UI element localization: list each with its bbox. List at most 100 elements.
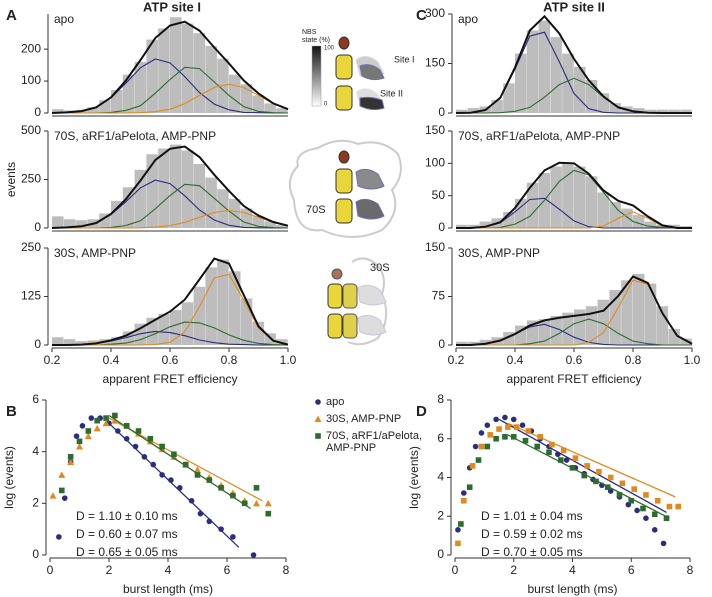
- point: [241, 500, 248, 507]
- domain: [338, 36, 350, 50]
- point: [218, 485, 224, 491]
- point: [230, 534, 236, 540]
- ribosome-outline: [288, 139, 402, 238]
- domain: [355, 168, 385, 190]
- x-tick-label: 0: [47, 563, 54, 577]
- histogram-bar: [515, 198, 527, 228]
- point: [651, 527, 658, 533]
- y-tick-label: 125: [21, 289, 41, 303]
- histogram-bar: [181, 302, 194, 345]
- legend-entry: apo: [326, 396, 344, 408]
- point: [171, 451, 177, 458]
- x-tick-label: 0.6: [566, 353, 583, 367]
- point: [182, 461, 189, 468]
- point: [628, 497, 635, 504]
- panel-title: 30S, AMP-PNP: [54, 246, 136, 260]
- point: [461, 497, 467, 504]
- histogram-bar: [550, 166, 562, 228]
- point: [478, 443, 485, 450]
- histogram-bar: [134, 61, 147, 113]
- domain: [357, 284, 387, 306]
- x-tick-label: 4: [569, 563, 576, 577]
- histogram-bar: [597, 299, 610, 345]
- y-tick-label: 0: [32, 547, 39, 561]
- histogram-bar: [252, 95, 265, 113]
- point: [493, 435, 499, 442]
- y-tick-label: 0: [437, 547, 444, 561]
- panel-label: D: [416, 403, 427, 420]
- chart: 0 2 4 6 0 2 4 6 8 burst length (ms) log (events) ap…: [2, 392, 423, 596]
- domain: [335, 85, 353, 111]
- histogram-bar: [574, 309, 586, 345]
- point: [487, 432, 494, 438]
- histogram-bar: [609, 202, 621, 228]
- point: [643, 492, 649, 498]
- fit-curve: [456, 161, 692, 229]
- histogram-bar: [264, 221, 276, 228]
- legend-label: 70S, aRF1/aPelota, AMP-PNP: [326, 430, 423, 454]
- fit-curve: [455, 14, 692, 114]
- point: [264, 499, 272, 507]
- domain: [359, 64, 385, 81]
- histogram-bar: [562, 163, 574, 228]
- legend-marker: [315, 399, 321, 405]
- histogram-bar: [597, 192, 610, 228]
- panel-title: 70S, aRF1/aPelota, AMP-PNP: [458, 129, 620, 143]
- point: [660, 540, 667, 547]
- ribosome-label: 30S: [370, 262, 390, 274]
- point: [563, 457, 570, 463]
- histogram-bar: [170, 17, 182, 113]
- panel-title: apo: [458, 12, 478, 26]
- point: [159, 443, 165, 450]
- y-tick-label: 250: [21, 172, 41, 186]
- x-tick-label: 0.4: [507, 353, 524, 367]
- x-tick-label: 8: [687, 563, 694, 577]
- point: [534, 443, 541, 450]
- histogram-bar: [276, 108, 288, 113]
- panel-label: C: [416, 7, 427, 24]
- histogram-bar: [503, 332, 515, 345]
- point: [150, 461, 157, 468]
- histogram-bar: [633, 215, 645, 228]
- annotation: D = 0.70 ± 0.05 ms: [481, 545, 583, 559]
- histogram-bar: [63, 219, 76, 228]
- point: [76, 438, 83, 445]
- point: [250, 552, 257, 558]
- histogram-bar: [644, 283, 657, 345]
- histogram-bar: [276, 225, 288, 228]
- point: [123, 423, 130, 429]
- chart: 0 75 150 0.2 0.4 0.6 0.8 1.0 apparent FRET effic…: [425, 240, 701, 386]
- point: [59, 487, 65, 494]
- point: [519, 422, 526, 428]
- histogram-bar: [111, 90, 123, 113]
- x-tick-label: 0: [452, 563, 459, 577]
- histogram-bar: [122, 187, 135, 228]
- chart: 0 100 200 apo: [21, 12, 289, 119]
- annotation: D = 0.65 ± 0.05 ms: [76, 545, 178, 559]
- y-axis-label: events: [4, 162, 18, 197]
- histogram-bar: [574, 166, 586, 228]
- fit-curve: [51, 145, 289, 229]
- domain: [335, 198, 353, 224]
- domain: [335, 168, 353, 194]
- y-tick-label: 150: [425, 56, 445, 70]
- point: [525, 428, 532, 434]
- histogram-bar: [134, 169, 147, 228]
- histogram-bar: [75, 220, 88, 228]
- histogram-bar: [503, 211, 515, 228]
- point: [88, 415, 95, 421]
- histogram-bar: [503, 83, 515, 113]
- point: [616, 492, 623, 498]
- histogram-bar: [52, 216, 64, 228]
- point: [135, 428, 142, 434]
- histogram-bar: [99, 213, 111, 228]
- chart: 0 150 300 apo: [425, 6, 692, 119]
- histogram-bar: [491, 99, 503, 113]
- x-axis-label: burst length (ms): [527, 582, 617, 596]
- y-tick-label: 300: [425, 6, 445, 20]
- histogram-bar: [515, 325, 527, 345]
- histogram-bar: [240, 84, 253, 113]
- column-title: ATP site I: [143, 0, 201, 14]
- point: [79, 423, 86, 429]
- histogram-bar: [656, 306, 669, 345]
